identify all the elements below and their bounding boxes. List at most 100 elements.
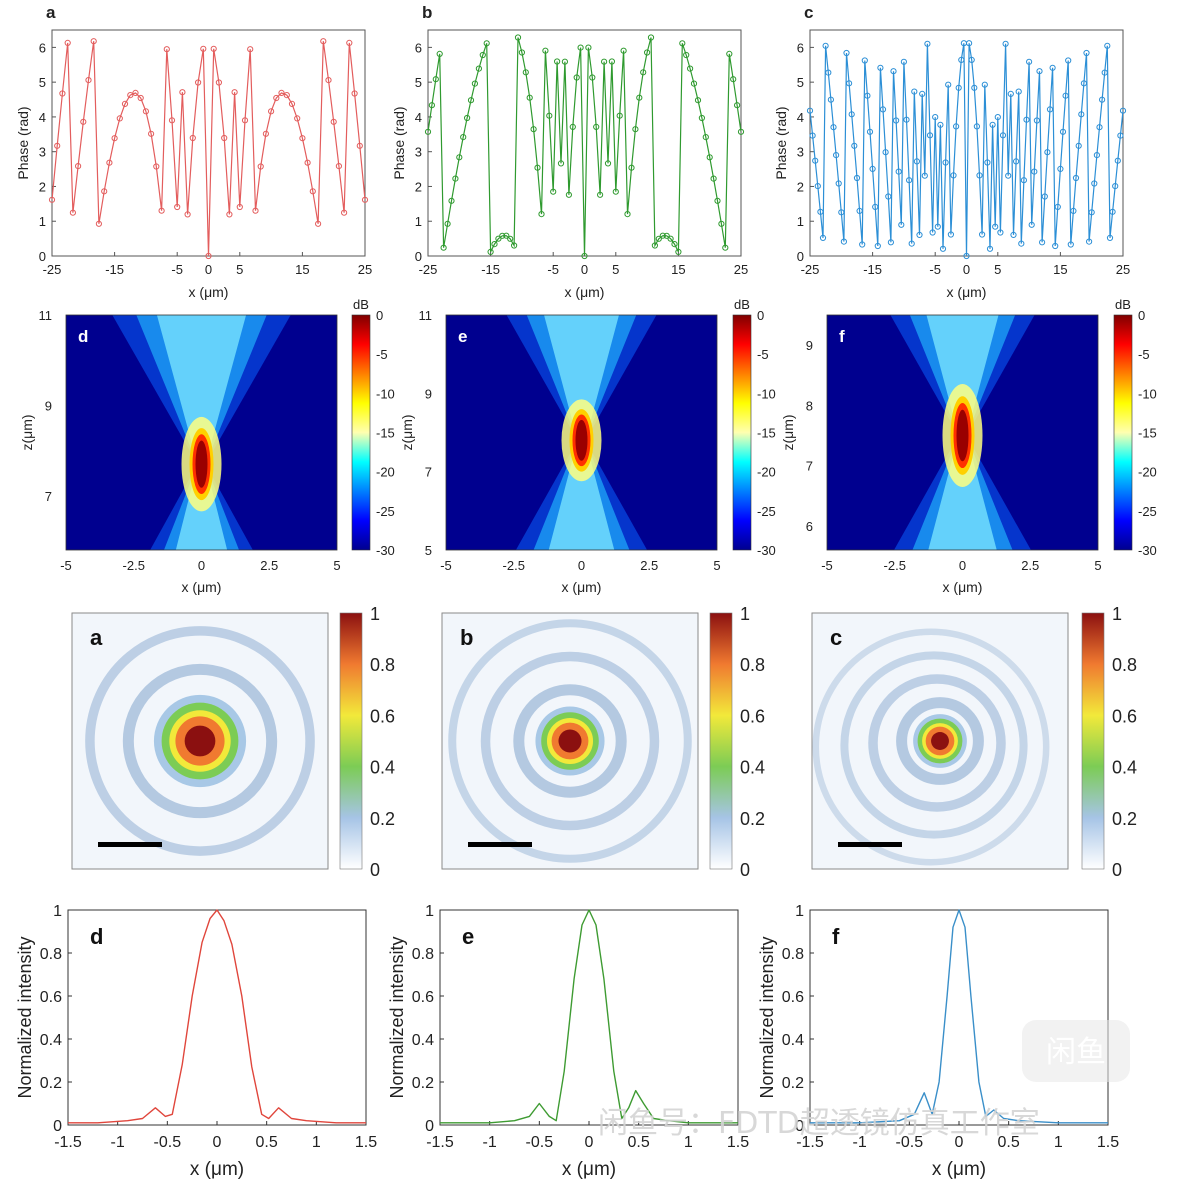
phase-data-point bbox=[550, 188, 557, 195]
phase-series-line bbox=[810, 43, 1123, 256]
phase-data-point bbox=[189, 134, 196, 142]
colorbar-tick-label: 0 bbox=[370, 860, 380, 880]
phase-data-point bbox=[947, 231, 955, 238]
x-tick-label: 0 bbox=[213, 1134, 222, 1151]
spot-core bbox=[184, 725, 216, 757]
y-axis-label: Normalized intensity bbox=[757, 936, 777, 1098]
phase-chart-c: -25 -15 -5 0 5 15 25 0 1 2 3 4 5 6 x (μm) Phase (rad) c bbox=[773, 3, 1130, 300]
phase-data-point bbox=[304, 159, 311, 166]
field-map-f: -5 -2.5 0 2.5 5 6 7 8 9 x (μm) z(μm) f dB 0 -5 -10 -15 -2… bbox=[780, 297, 1157, 595]
phase-data-point bbox=[601, 58, 608, 65]
phase-data-point bbox=[479, 51, 486, 59]
phase-data-point bbox=[241, 117, 249, 124]
phase-data-point bbox=[624, 211, 631, 218]
phase-data-point bbox=[861, 57, 868, 64]
phase-data-point bbox=[1039, 239, 1046, 246]
phase-data-point bbox=[687, 65, 694, 72]
colorbar-tick-label: 0 bbox=[1138, 308, 1145, 323]
phase-data-point bbox=[341, 209, 348, 216]
phase-data-point bbox=[714, 197, 721, 204]
phase-data-point bbox=[252, 207, 259, 214]
phase-data-point bbox=[900, 58, 908, 65]
phase-data-point bbox=[989, 121, 996, 128]
x-tick-label: -15 bbox=[481, 262, 500, 277]
phase-data-point bbox=[106, 159, 113, 166]
y-tick-label: 7 bbox=[45, 489, 52, 504]
colorbar bbox=[1081, 612, 1105, 870]
x-tick-label: -5 bbox=[171, 262, 183, 277]
focus-core bbox=[575, 419, 588, 461]
phase-data-point bbox=[906, 177, 913, 184]
watermark-caption: 闲鱼号：FDTD超透镜仿真工作室 bbox=[598, 1106, 1040, 1141]
phase-data-point bbox=[1099, 96, 1106, 103]
phase-data-point bbox=[887, 239, 895, 246]
x-tick-label: 0 bbox=[963, 262, 970, 277]
phase-data-point bbox=[950, 172, 957, 179]
phase-data-point bbox=[1104, 42, 1111, 49]
colorbar-tick-label: 0 bbox=[757, 308, 764, 323]
colorbar-tick-label: -5 bbox=[376, 347, 388, 362]
colorbar-tick-label: 0.2 bbox=[740, 809, 765, 829]
phase-data-point bbox=[148, 130, 155, 137]
phase-data-point bbox=[184, 211, 191, 218]
phase-data-point bbox=[671, 241, 678, 248]
phase-data-point bbox=[921, 172, 928, 179]
intensity-chart-e: -1.5 -1 -0.5 0 0.5 1 1.5 0 0.2 0.4 0.6 0.8 1 x (μm) No… bbox=[387, 903, 749, 1180]
phase-data-point bbox=[734, 102, 741, 109]
x-axis-label: x (μm) bbox=[947, 284, 987, 300]
x-tick-label: 15 bbox=[295, 262, 309, 277]
phase-data-point bbox=[846, 80, 853, 87]
phase-data-point bbox=[278, 89, 285, 97]
y-axis-label: Phase (rad) bbox=[773, 106, 789, 179]
colorbar-tick-label: 0.2 bbox=[1112, 809, 1137, 829]
plot-frame bbox=[809, 909, 1109, 1126]
phase-data-point bbox=[487, 248, 494, 255]
x-tick-label: 0 bbox=[959, 558, 966, 573]
y-axis-label: z(μm) bbox=[780, 414, 796, 450]
spot-core bbox=[931, 732, 949, 750]
colorbar-tick-label: 1 bbox=[740, 604, 750, 624]
colorbar-title: dB bbox=[353, 297, 369, 312]
phase-data-point bbox=[59, 90, 66, 97]
phase-data-point bbox=[859, 241, 866, 248]
x-axis-label: x (μm) bbox=[190, 1159, 244, 1180]
phase-data-point bbox=[1119, 107, 1127, 114]
diffraction-ring bbox=[896, 697, 984, 785]
phase-data-point bbox=[589, 74, 596, 81]
phase-data-point bbox=[491, 241, 498, 248]
phase-data-point bbox=[1062, 92, 1069, 99]
intensity-chart-d: -1.5 -1 -0.5 0 0.5 1 1.5 0 0.2 0.4 0.6 0.8 1 x (μm) No… bbox=[15, 903, 377, 1180]
y-tick-label: 11 bbox=[39, 308, 53, 323]
phase-data-point bbox=[464, 114, 471, 122]
phase-data-point bbox=[986, 245, 994, 252]
phase-data-point bbox=[507, 235, 514, 242]
phase-data-point bbox=[1114, 157, 1121, 164]
x-tick-label: 25 bbox=[734, 262, 748, 277]
phase-data-point bbox=[48, 196, 56, 203]
phase-data-point bbox=[838, 209, 845, 216]
x-tick-label: -5 bbox=[929, 262, 941, 277]
colorbar-tick-label: 1 bbox=[370, 604, 380, 624]
phase-data-point bbox=[616, 112, 623, 119]
colorbar-tick-label: 0.8 bbox=[740, 655, 765, 675]
phase-data-point bbox=[1041, 193, 1048, 200]
diffraction-ring bbox=[448, 619, 692, 863]
y-tick-label: 2 bbox=[797, 179, 804, 194]
x-axis-label: x (μm) bbox=[189, 284, 229, 300]
x-tick-label: 1.5 bbox=[727, 1134, 749, 1151]
phase-data-point bbox=[346, 39, 353, 47]
y-tick-label: 6 bbox=[806, 519, 813, 534]
beam-cone bbox=[544, 315, 619, 441]
phase-data-point bbox=[934, 223, 941, 230]
x-tick-label: 5 bbox=[994, 262, 1001, 277]
phase-data-point bbox=[1109, 208, 1116, 215]
x-axis-label: x (μm) bbox=[565, 284, 605, 300]
phase-data-point bbox=[1054, 203, 1061, 210]
phase-data-point bbox=[200, 45, 207, 52]
phase-data-point bbox=[882, 149, 889, 156]
y-tick-label: 5 bbox=[425, 543, 432, 558]
y-tick-label: 3 bbox=[39, 145, 46, 160]
phase-data-point bbox=[526, 94, 533, 101]
phase-data-point bbox=[546, 112, 553, 119]
focus-core bbox=[195, 440, 208, 488]
